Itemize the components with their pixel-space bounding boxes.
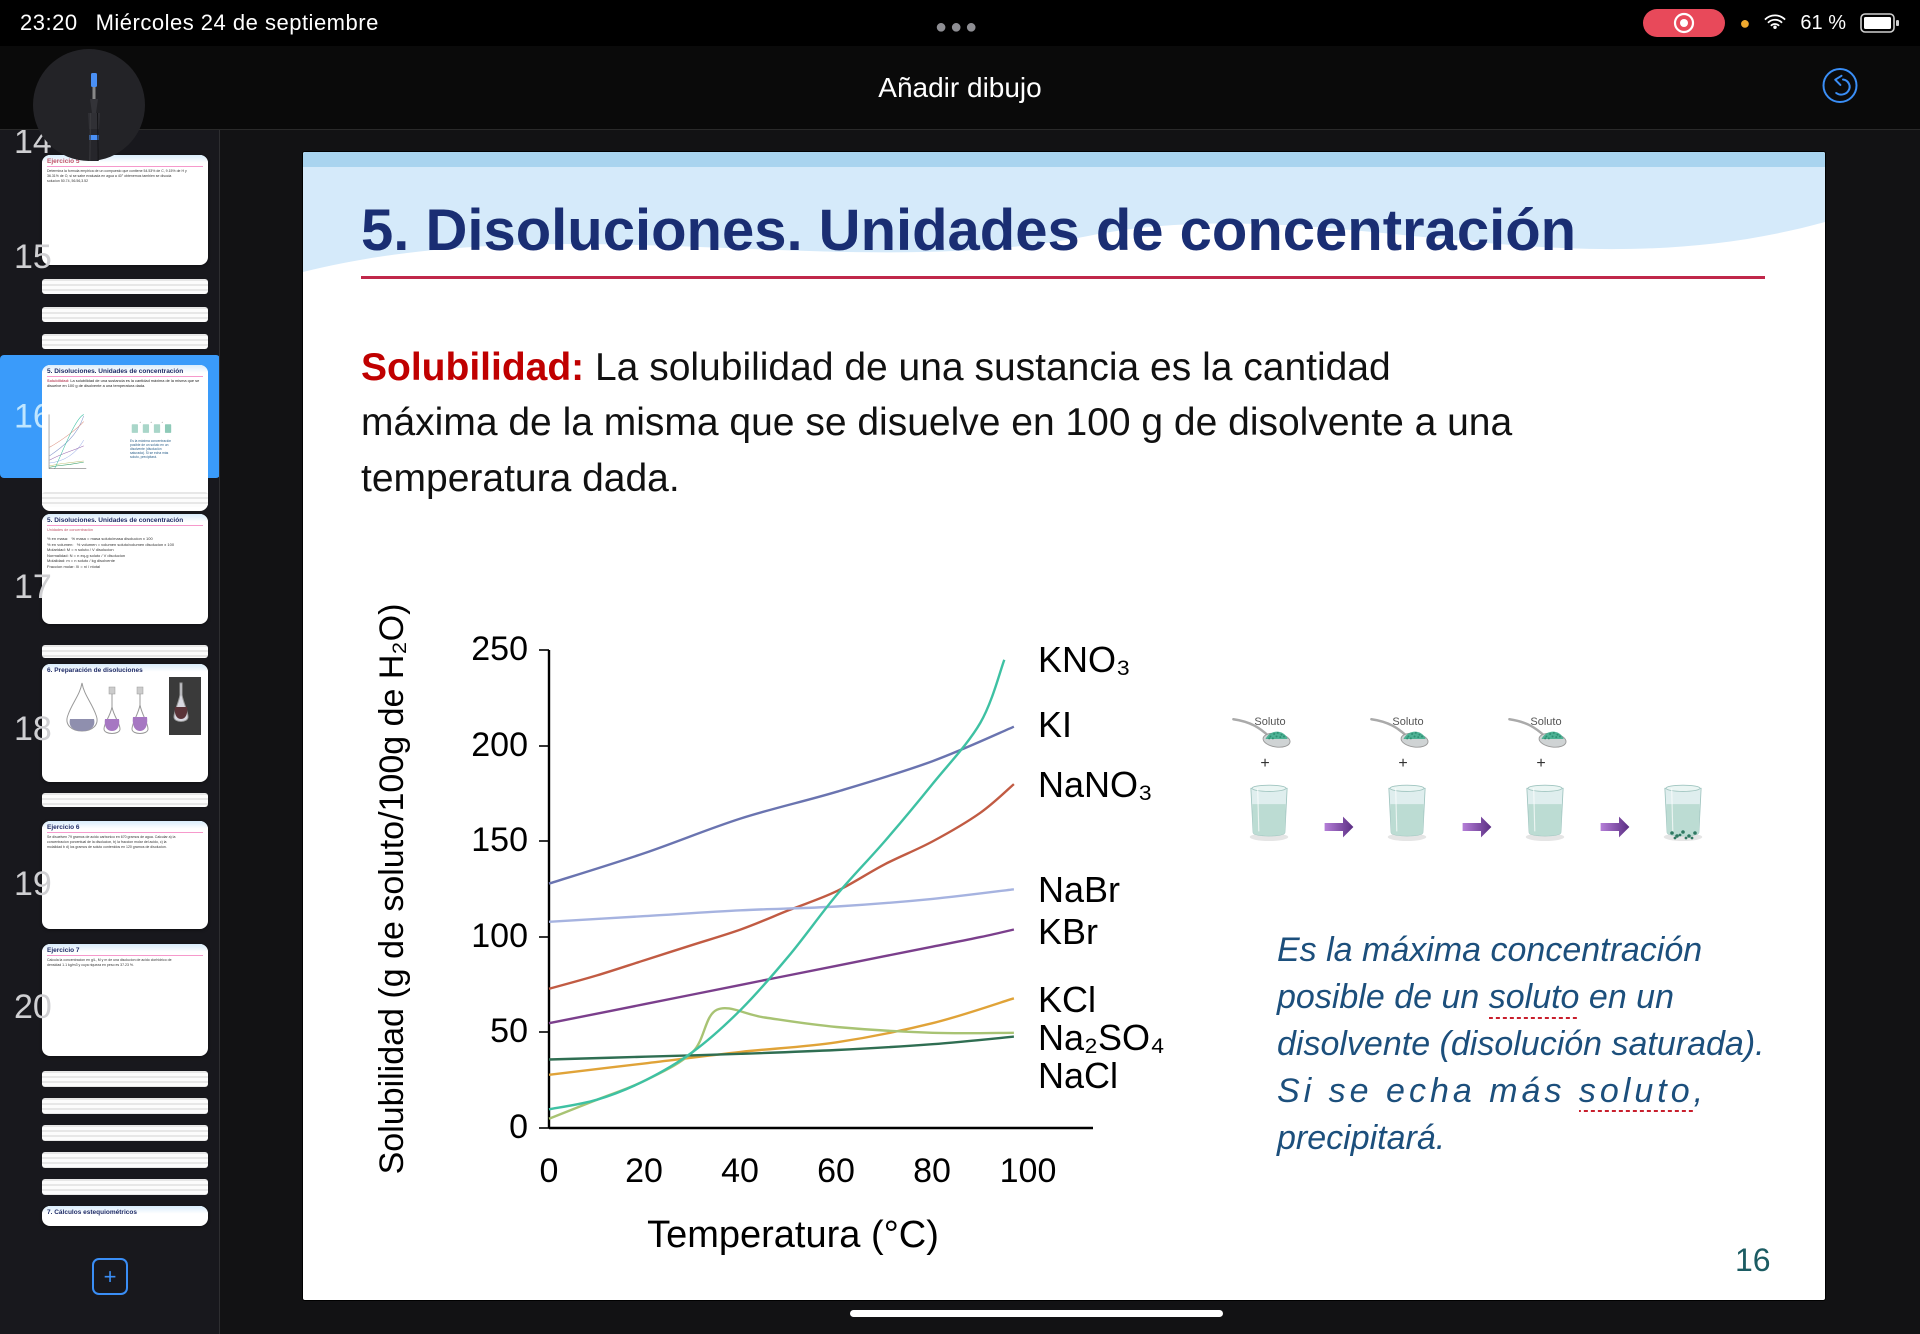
svg-text:50: 50 xyxy=(490,1012,528,1050)
svg-text:+: + xyxy=(1260,755,1269,772)
svg-text:NaNO₃: NaNO₃ xyxy=(1038,764,1153,805)
svg-text:Soluto: Soluto xyxy=(1392,716,1423,728)
svg-text:+: + xyxy=(150,421,152,424)
svg-text:100: 100 xyxy=(1000,1152,1057,1190)
svg-text:Temperatura (°C): Temperatura (°C) xyxy=(647,1214,939,1256)
svg-text:150: 150 xyxy=(471,821,528,859)
svg-text:NaCl: NaCl xyxy=(1038,1055,1118,1096)
svg-text:KCl: KCl xyxy=(1038,979,1096,1020)
svg-text:Solubilidad (g de soluto/100g: Solubilidad (g de soluto/100g de H₂O) xyxy=(373,604,411,1175)
svg-text:20: 20 xyxy=(625,1152,663,1190)
svg-text:Na₂SO₄: Na₂SO₄ xyxy=(1038,1017,1165,1058)
svg-text:NaBr: NaBr xyxy=(1038,869,1120,910)
svg-text:0: 0 xyxy=(509,1108,528,1146)
svg-text:200: 200 xyxy=(471,726,528,764)
svg-text:Soluto: Soluto xyxy=(1254,716,1285,728)
svg-text:KI: KI xyxy=(1038,704,1072,745)
svg-text:Soluto: Soluto xyxy=(1530,716,1561,728)
svg-text:40: 40 xyxy=(721,1152,759,1190)
svg-text:60: 60 xyxy=(817,1152,855,1190)
svg-text:+: + xyxy=(139,421,141,424)
svg-text:KNO₃: KNO₃ xyxy=(1038,639,1131,680)
svg-text:100: 100 xyxy=(471,917,528,955)
svg-text:+: + xyxy=(162,421,164,424)
svg-text:250: 250 xyxy=(471,630,528,668)
svg-text:0: 0 xyxy=(540,1152,559,1190)
svg-text:KBr: KBr xyxy=(1038,911,1098,952)
svg-text:80: 80 xyxy=(913,1152,951,1190)
svg-text:+: + xyxy=(1536,755,1545,772)
svg-text:+: + xyxy=(1398,755,1407,772)
